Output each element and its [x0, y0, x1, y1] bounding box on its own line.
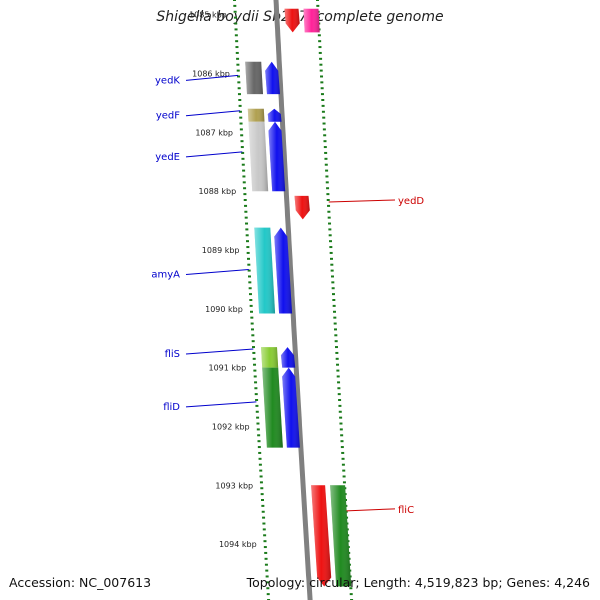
gene-arrow[interactable] — [294, 195, 310, 220]
gene-arrow[interactable] — [311, 485, 332, 587]
feature-tracks — [245, 8, 352, 587]
label-leader — [185, 74, 239, 81]
gene-label-fliS[interactable]: fliS — [165, 349, 180, 360]
scale-label: 1085 kbp — [189, 11, 227, 20]
cds-block[interactable] — [303, 8, 320, 33]
gene-arrow[interactable] — [268, 121, 286, 192]
map-title: Shigella boydii Sb227, complete genome — [156, 9, 444, 25]
cds-block[interactable] — [245, 61, 263, 95]
cds-block[interactable] — [261, 347, 279, 368]
scale-label: 1093 kbp — [215, 481, 253, 490]
gene-label-yedK[interactable]: yedK — [155, 75, 180, 86]
scale-label: 1088 kbp — [199, 187, 237, 196]
label-leader — [328, 199, 396, 203]
gene-arrow[interactable] — [274, 227, 293, 314]
gene-arrow[interactable] — [282, 367, 300, 448]
label-leader — [346, 508, 396, 512]
gene-arrow[interactable] — [265, 61, 280, 95]
scale-label: 1091 kbp — [208, 364, 246, 373]
genome-backbone — [273, 0, 313, 600]
cds-block[interactable] — [247, 108, 265, 122]
scale-label: 1086 kbp — [192, 70, 230, 79]
scale-ticks-inner — [233, 0, 271, 600]
cds-block[interactable] — [262, 367, 283, 448]
gene-label-yedD[interactable]: yedD — [398, 196, 424, 207]
cds-block[interactable] — [248, 121, 269, 192]
cds-block[interactable] — [254, 227, 276, 314]
label-leader — [185, 110, 241, 117]
accession-text: Accession: NC_007613 — [9, 575, 152, 590]
scale-label: 1094 kbp — [219, 540, 257, 549]
gene-label-fliC[interactable]: fliC — [398, 505, 414, 516]
label-leader — [185, 151, 243, 158]
gene-label-amyA[interactable]: amyA — [151, 270, 180, 281]
label-leader — [185, 401, 257, 408]
gene-arrow[interactable] — [267, 108, 282, 122]
label-leader — [185, 269, 249, 276]
gene-label-fliD[interactable]: fliD — [163, 402, 180, 413]
label-leader — [185, 348, 254, 355]
gene-label-yedF[interactable]: yedF — [156, 111, 180, 122]
gene-labels: yedK yedF yedE amyA fliS fliD yedD fliC — [151, 74, 424, 516]
scale-label: 1089 kbp — [202, 246, 240, 255]
cds-block[interactable] — [330, 485, 352, 587]
gene-arrow[interactable] — [284, 8, 300, 33]
scale-label: 1087 kbp — [195, 128, 233, 137]
genome-summary: Topology: circular; Length: 4,519,823 bp… — [246, 575, 590, 590]
gene-label-yedE[interactable]: yedE — [155, 152, 180, 163]
scale-label: 1092 kbp — [212, 422, 250, 431]
gene-arrow[interactable] — [281, 347, 296, 368]
scale-label: 1090 kbp — [205, 305, 243, 314]
scale-ticks-outer — [316, 0, 354, 600]
scale-labels: 1085 kbp 1086 kbp 1087 kbp 1088 kbp 1089 kbp… — [189, 11, 257, 549]
